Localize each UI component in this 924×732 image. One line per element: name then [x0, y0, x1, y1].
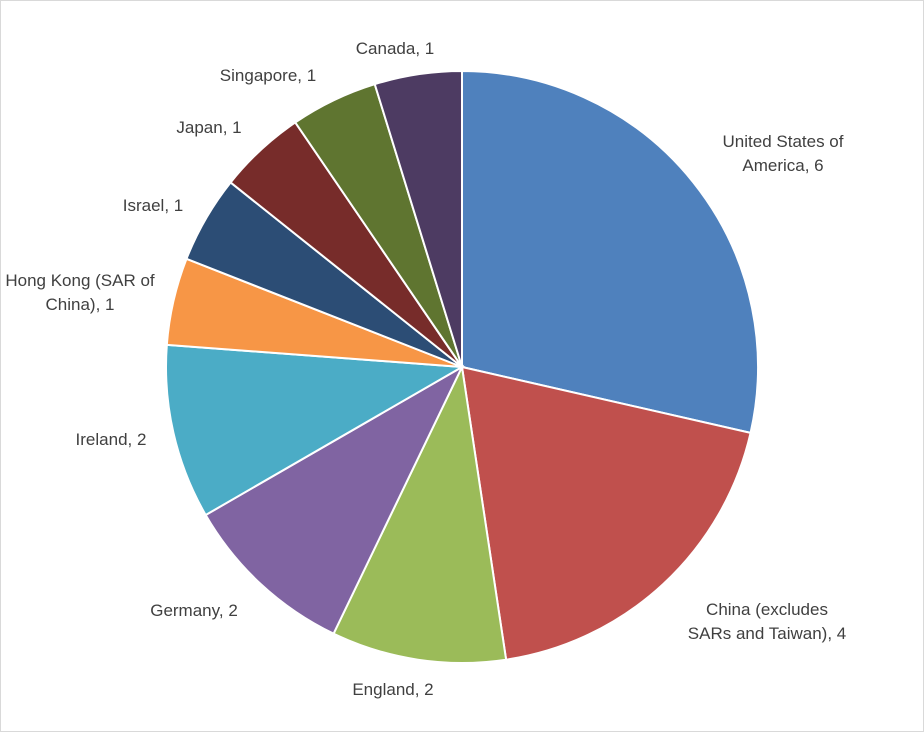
- data-label-china-excludes-sars-and-taiwan: China (excludes SARs and Taiwan), 4: [688, 600, 846, 643]
- data-label-line: Israel, 1: [123, 196, 183, 215]
- pie-slice-ireland: [165, 343, 466, 517]
- slices: [165, 69, 759, 664]
- pie-slice-united-states-of-america: [461, 69, 759, 435]
- data-label-germany: Germany, 2: [150, 601, 238, 620]
- data-label-line: China (excludes: [706, 600, 828, 619]
- data-label-hong-kong-sar-of-china: Hong Kong (SAR of China), 1: [5, 271, 155, 314]
- data-label-line: SARs and Taiwan), 4: [688, 624, 846, 643]
- data-label-line: Hong Kong (SAR of: [5, 271, 155, 290]
- data-labels: United States of America, 6 China (exclude…: [5, 39, 846, 699]
- data-label-israel: Israel, 1: [123, 196, 183, 215]
- data-label-line: China), 1: [46, 295, 115, 314]
- pie-slice-england: [332, 363, 508, 664]
- data-label-line: United States of: [723, 132, 844, 151]
- pie-slice-canada: [373, 69, 463, 368]
- data-label-line: Singapore, 1: [220, 66, 316, 85]
- data-label-line: Canada, 1: [356, 39, 434, 58]
- data-label-japan: Japan, 1: [176, 118, 241, 137]
- data-label-singapore: Singapore, 1: [220, 66, 316, 85]
- pie-slice-germany: [204, 364, 465, 636]
- data-label-line: Japan, 1: [176, 118, 241, 137]
- data-label-line: America, 6: [742, 156, 823, 175]
- data-label-line: England, 2: [352, 680, 433, 699]
- data-label-canada: Canada, 1: [356, 39, 434, 58]
- data-label-united-states-of-america: United States of America, 6: [723, 132, 844, 175]
- data-label-ireland: Ireland, 2: [76, 430, 147, 449]
- pie-slice-china-excludes-sars-and-taiwan: [460, 365, 752, 661]
- data-label-line: Germany, 2: [150, 601, 238, 620]
- data-label-england: England, 2: [352, 680, 433, 699]
- data-label-line: Ireland, 2: [76, 430, 147, 449]
